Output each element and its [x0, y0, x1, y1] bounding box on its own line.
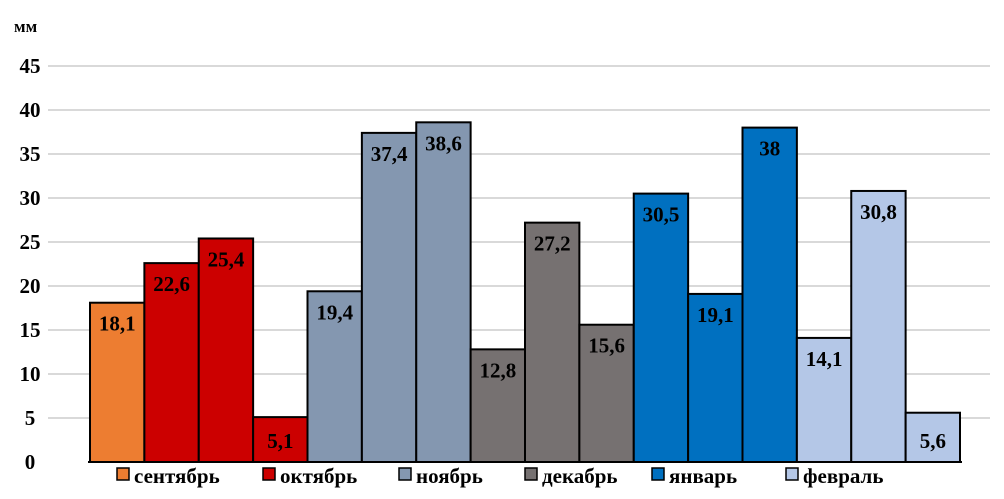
data-label: 27,2: [534, 232, 571, 256]
data-label: 12,8: [479, 358, 516, 382]
legend-swatch: [398, 467, 412, 481]
data-label: 5,6: [920, 429, 946, 453]
data-label: 15,6: [588, 334, 625, 358]
data-label: 14,1: [806, 347, 843, 371]
legend-item: октябрь: [262, 464, 357, 488]
legend-label: ноябрь: [416, 464, 483, 488]
data-label: 22,6: [153, 272, 190, 296]
bar: [197, 237, 255, 463]
y-tick-label: 5: [25, 406, 36, 430]
legend-label: октябрь: [280, 464, 357, 488]
legend-swatch: [785, 467, 799, 481]
y-tick-label: 0: [25, 450, 36, 474]
bar: [904, 411, 961, 463]
data-label: 30,8: [860, 200, 897, 224]
bar: [795, 336, 853, 464]
bar: [741, 126, 798, 463]
legend-swatch: [262, 467, 276, 481]
legend-item: декабрь: [524, 464, 618, 488]
bar: [360, 131, 418, 463]
y-tick-label: 15: [20, 318, 41, 342]
legend-label: декабрь: [542, 464, 618, 488]
legend-label: февраль: [803, 464, 883, 488]
bar: [850, 189, 907, 464]
data-label: 38: [759, 137, 780, 161]
y-tick-label: 20: [20, 274, 41, 298]
y-tick-label: 45: [20, 54, 41, 78]
legend-swatch: [524, 467, 538, 481]
data-label: 30,5: [643, 203, 680, 227]
legend-label: сентябрь: [134, 464, 220, 488]
data-label: 5,1: [267, 429, 293, 453]
bar: [632, 192, 690, 463]
data-label: 25,4: [208, 247, 245, 271]
y-tick-label: 10: [20, 362, 41, 386]
y-tick-label: 30: [20, 186, 41, 210]
legend-swatch: [651, 467, 665, 481]
y-axis-unit-label: мм: [14, 17, 38, 36]
data-label: 19,4: [316, 300, 353, 324]
bar: [415, 121, 472, 463]
legend-label: январь: [669, 464, 737, 488]
bar: [687, 292, 744, 464]
data-label: 19,1: [697, 303, 734, 327]
data-label: 38,6: [425, 131, 462, 155]
legend-item: сентябрь: [116, 464, 220, 488]
bar: [524, 221, 581, 463]
legend-item: ноябрь: [398, 464, 483, 488]
y-tick-label: 35: [20, 142, 41, 166]
y-tick-label: 40: [20, 98, 41, 122]
y-tick-label: 25: [20, 230, 41, 254]
legend-item: февраль: [785, 464, 883, 488]
data-label: 18,1: [99, 312, 136, 336]
data-label: 37,4: [371, 142, 408, 166]
legend-swatch: [116, 467, 130, 481]
legend-item: январь: [651, 464, 737, 488]
